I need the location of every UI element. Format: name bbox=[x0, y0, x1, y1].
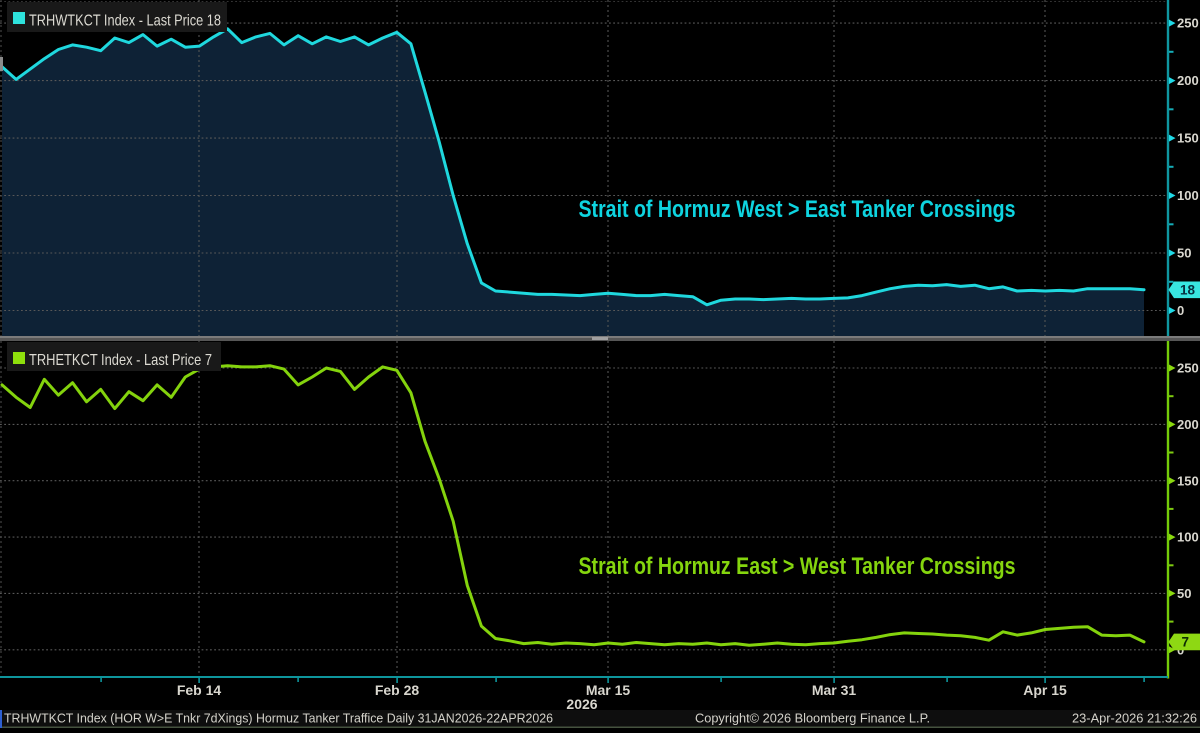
svg-text:TRHWTKCT Index - Last Price 18: TRHWTKCT Index - Last Price 18 bbox=[29, 13, 221, 30]
svg-text:Strait of Hormuz West > East T: Strait of Hormuz West > East Tanker Cros… bbox=[579, 196, 1016, 223]
svg-text:Apr 15: Apr 15 bbox=[1023, 682, 1067, 698]
svg-text:Feb 14: Feb 14 bbox=[177, 682, 222, 698]
svg-text:0: 0 bbox=[1177, 303, 1184, 318]
svg-text:TRHETKCT Index - Last Price 7: TRHETKCT Index - Last Price 7 bbox=[29, 352, 212, 369]
svg-text:250: 250 bbox=[1177, 361, 1199, 376]
svg-text:100: 100 bbox=[1177, 530, 1199, 545]
svg-text:7: 7 bbox=[1182, 635, 1190, 650]
svg-text:200: 200 bbox=[1177, 73, 1199, 88]
svg-text:50: 50 bbox=[1177, 246, 1191, 261]
svg-text:150: 150 bbox=[1177, 473, 1199, 488]
svg-text:18: 18 bbox=[1180, 283, 1196, 298]
svg-text:100: 100 bbox=[1177, 188, 1199, 203]
svg-text:Feb 28: Feb 28 bbox=[375, 682, 420, 698]
svg-text:2026: 2026 bbox=[566, 696, 597, 712]
svg-text:Mar 31: Mar 31 bbox=[812, 682, 857, 698]
svg-text:200: 200 bbox=[1177, 417, 1199, 432]
svg-text:Strait of Hormuz East > West T: Strait of Hormuz East > West Tanker Cros… bbox=[579, 553, 1016, 580]
svg-text:TRHWTKCT Index (HOR W>E Tnkr 7: TRHWTKCT Index (HOR W>E Tnkr 7dXings) Ho… bbox=[4, 711, 553, 726]
svg-text:Mar 15: Mar 15 bbox=[586, 682, 631, 698]
svg-text:Copyright© 2026 Bloomberg Fina: Copyright© 2026 Bloomberg Finance L.P. bbox=[695, 711, 930, 726]
svg-text:250: 250 bbox=[1177, 16, 1199, 31]
svg-text:50: 50 bbox=[1177, 586, 1191, 601]
svg-text:23-Apr-2026 21:32:26: 23-Apr-2026 21:32:26 bbox=[1072, 711, 1197, 726]
svg-text:150: 150 bbox=[1177, 131, 1199, 146]
